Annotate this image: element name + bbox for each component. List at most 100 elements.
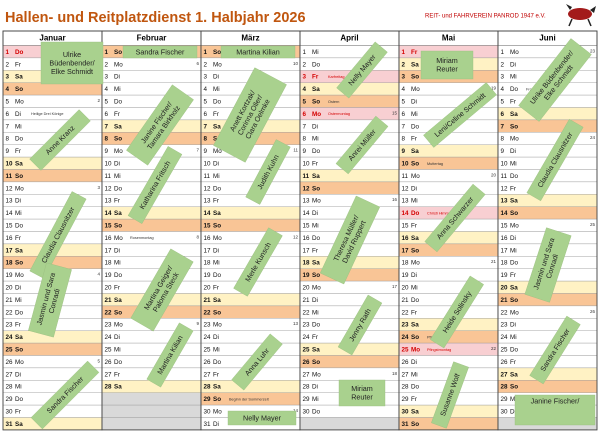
note-background xyxy=(335,115,389,175)
day-number: 5 xyxy=(105,98,109,105)
weekday: Do xyxy=(312,148,321,155)
weekday: Mo xyxy=(114,322,123,329)
day-number: 15 xyxy=(204,222,212,229)
note-background xyxy=(431,361,469,429)
day-number: 15 xyxy=(6,222,14,229)
weekday: Mi xyxy=(510,74,517,81)
day-number: 18 xyxy=(501,260,509,267)
weekday: Mo xyxy=(114,61,123,68)
weekday: Mi xyxy=(411,284,418,291)
note-text: Reuter xyxy=(351,393,373,402)
note-background xyxy=(245,139,291,205)
note-background xyxy=(518,38,592,122)
week-number: 10 xyxy=(293,61,299,66)
day-number: 17 xyxy=(105,247,113,254)
day-number: 20 xyxy=(402,284,410,291)
weekday: Mo xyxy=(15,98,24,105)
weekday: Mi xyxy=(411,371,418,378)
day-number: 14 xyxy=(204,210,212,217)
week-number: 13 xyxy=(293,321,299,326)
day-number: 4 xyxy=(105,86,109,93)
day-number: 18 xyxy=(402,260,410,267)
day-number: 18 xyxy=(105,260,113,267)
day-number: 17 xyxy=(6,247,14,254)
weekday: Mo xyxy=(312,198,321,205)
day-number: 28 xyxy=(6,384,14,391)
weekday: Sa xyxy=(15,160,23,167)
duty-note: Theresa Müller/David Ruppert xyxy=(319,195,381,285)
weekday: Mo xyxy=(312,284,321,291)
day-number: 25 xyxy=(402,346,410,353)
note-background xyxy=(338,379,386,407)
weekday: Mo xyxy=(411,86,420,93)
weekday: So xyxy=(114,49,122,56)
note-background xyxy=(233,227,283,297)
weekday: Mi xyxy=(312,136,319,143)
day-number: 30 xyxy=(303,408,311,415)
day-number: 4 xyxy=(6,86,10,93)
day-number: 11 xyxy=(204,173,211,180)
day-number: 29 xyxy=(303,396,311,403)
note-text: Martina Kilian xyxy=(236,47,280,56)
day-number: 14 xyxy=(6,210,14,217)
note-background xyxy=(130,248,194,332)
weekday: Di xyxy=(213,334,219,341)
week-number: 23 xyxy=(590,48,596,53)
day-number: 7 xyxy=(105,123,109,130)
weekday: So xyxy=(411,74,419,81)
weekday: Di xyxy=(114,160,120,167)
weekday: Fr xyxy=(213,111,219,118)
day-number: 27 xyxy=(6,371,14,378)
note-background xyxy=(28,262,72,338)
day-number: 9 xyxy=(105,148,109,155)
day-number: 26 xyxy=(303,359,311,366)
day-number: 4 xyxy=(501,86,505,93)
weekday: Di xyxy=(510,148,516,155)
day-number: 20 xyxy=(204,284,212,291)
day-number: 26 xyxy=(402,359,410,366)
note-background xyxy=(231,333,283,391)
day-number: 27 xyxy=(105,371,113,378)
day-number: 8 xyxy=(105,136,109,143)
title: Hallen- und Reitplatzdienst 1. Halbjahr … xyxy=(5,10,306,26)
week-number: 8 xyxy=(196,234,199,239)
day-number: 13 xyxy=(303,198,311,205)
day-number: 27 xyxy=(303,371,311,378)
holiday-note: Pfingstmontag xyxy=(427,348,451,352)
day-number: 15 xyxy=(402,222,410,229)
day-number: 28 xyxy=(303,384,311,391)
week-number: 12 xyxy=(293,234,299,239)
day-number: 10 xyxy=(105,160,113,167)
day-number: 13 xyxy=(6,198,14,205)
day-number: 3 xyxy=(303,74,307,81)
weekday: Di xyxy=(213,421,219,428)
day-number: 6 xyxy=(501,111,505,118)
month-name: März xyxy=(241,34,259,43)
holiday-note: Muttertag xyxy=(427,162,443,166)
day-number: 28 xyxy=(501,384,509,391)
weekday: Sa xyxy=(213,297,221,304)
day-number: 14 xyxy=(105,210,113,217)
weekday: Fr xyxy=(312,247,318,254)
weekday: Fr xyxy=(15,235,21,242)
weekday: Do xyxy=(510,86,519,93)
weekday: Fr xyxy=(213,284,219,291)
month-name: Mai xyxy=(442,34,455,43)
holiday-note: Rosenmontag xyxy=(130,236,154,240)
weekday: Di xyxy=(312,384,318,391)
day-number: 20 xyxy=(501,284,509,291)
week-number: 17 xyxy=(392,284,398,289)
day-number: 19 xyxy=(204,272,212,279)
weekday: Do xyxy=(213,185,222,192)
weekday: Mo xyxy=(312,371,321,378)
day-number: 5 xyxy=(402,98,406,105)
day-number: 31 xyxy=(6,421,14,428)
day-number: 24 xyxy=(402,334,410,341)
day-number: 17 xyxy=(402,247,410,254)
weekday: So xyxy=(312,185,320,192)
day-number: 5 xyxy=(303,98,307,105)
note-text: Elke Schmidt xyxy=(51,67,93,76)
weekday: Di xyxy=(15,198,21,205)
day-number: 29 xyxy=(204,396,212,403)
day-number: 10 xyxy=(303,160,311,167)
